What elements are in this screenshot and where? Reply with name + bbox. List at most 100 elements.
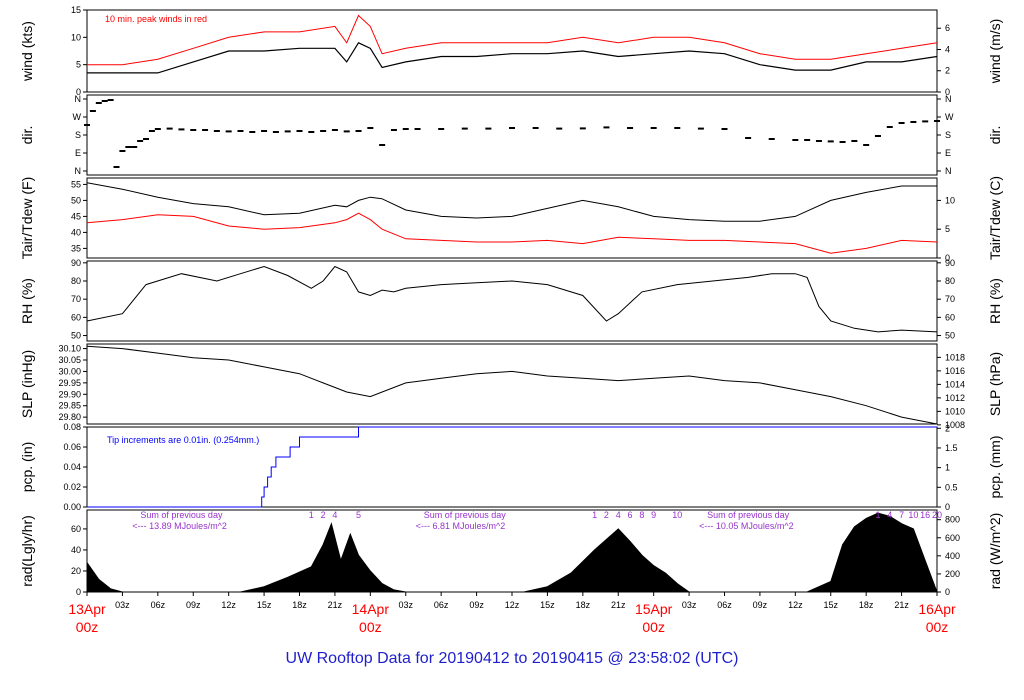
rad-hour-marker-0: 1 — [309, 510, 314, 520]
xtick-label-36: 12z — [505, 600, 520, 610]
dir-point-4 — [107, 99, 114, 101]
rad-annotation-line1-0: Sum of previous day — [140, 510, 223, 520]
ylabel-left-pcp: pcp. (in) — [19, 442, 35, 493]
ytick-label-left-dir-0: N — [75, 166, 82, 176]
wind-speed-line — [87, 42, 938, 74]
dir-point-11 — [148, 130, 155, 132]
dir-point-3 — [101, 100, 108, 102]
ytick-label-left-pcp-4: 0.08 — [63, 422, 81, 432]
dir-point-51 — [804, 139, 811, 141]
xtick-label-6: 06z — [151, 600, 166, 610]
ytick-label-right-rad-1: 200 — [945, 569, 960, 579]
dir-point-41 — [579, 127, 586, 130]
ytick-label-left-rh-4: 90 — [71, 258, 81, 268]
ytick-label-right-pcp-1: 0.5 — [945, 482, 958, 492]
ytick-label-right-dir-0: N — [945, 166, 952, 176]
ylabel-right-pcp: pcp. (mm) — [987, 436, 1003, 499]
dir-point-16 — [202, 129, 209, 131]
ytick-label-right-pcp-4: 2 — [945, 423, 950, 433]
rad-hour-marker-1: 2 — [321, 510, 326, 520]
ytick-label-left-slp-6: 30.10 — [58, 344, 81, 354]
ylabel-right-wind: wind (m/s) — [987, 19, 1003, 85]
rad-hour-marker-9: 9 — [651, 510, 656, 520]
dir-point-22 — [272, 131, 279, 133]
dir-point-29 — [355, 130, 362, 132]
dir-point-42 — [603, 126, 610, 129]
ytick-label-right-slp-0: 1008 — [945, 420, 965, 430]
xtick-label-12: 12z — [221, 600, 236, 610]
panel-frame-temp — [86, 177, 938, 259]
rad-annotation-line2-2: <--- 10.05 MJoules/m^2 — [699, 521, 794, 531]
xtick-label-30: 06z — [434, 600, 449, 610]
dir-point-38 — [509, 127, 515, 129]
dir-point-17 — [213, 130, 220, 132]
ytick-label-left-temp-4: 55 — [71, 179, 81, 189]
dir-point-8 — [131, 146, 138, 148]
dir-point-27 — [331, 129, 338, 131]
xtick-label-60: 12z — [788, 600, 803, 610]
ytick-label-left-rh-0: 50 — [71, 331, 81, 341]
ytick-label-left-slp-3: 29.95 — [58, 378, 81, 388]
ytick-label-left-dir-4: N — [75, 94, 82, 104]
panel-frame-slp — [86, 343, 938, 425]
ytick-label-right-pcp-0: 0 — [945, 502, 950, 512]
day-label-time-3: 00z — [926, 619, 949, 635]
ytick-label-right-rh-0: 50 — [945, 331, 955, 341]
dir-point-10 — [143, 138, 150, 140]
xtick-label-21: 21z — [328, 600, 343, 610]
ytick-label-right-temp-2: 10 — [945, 195, 955, 205]
dir-point-40 — [556, 127, 563, 130]
dir-point-53 — [827, 140, 834, 143]
dir-point-2 — [95, 102, 102, 104]
ytick-label-left-rh-1: 60 — [71, 312, 81, 322]
dir-point-33 — [402, 128, 409, 130]
ytick-label-left-temp-3: 50 — [71, 195, 81, 205]
ytick-label-right-slp-2: 1012 — [945, 393, 965, 403]
panel-frame-wind — [86, 9, 938, 93]
panel-frame-rh — [86, 260, 938, 342]
wind-annotation: 10 min. peak winds in red — [105, 14, 207, 24]
dir-point-48 — [745, 137, 752, 139]
rad-annotation-line2-0: <--- 13.89 MJoules/m^2 — [132, 521, 227, 531]
rad-hour-marker-3: 5 — [356, 510, 361, 520]
ytick-label-left-rad-1: 20 — [71, 566, 81, 576]
xtick-label-39: 15z — [540, 600, 555, 610]
dir-point-9 — [137, 140, 144, 142]
dir-point-37 — [485, 127, 492, 130]
dir-point-47 — [721, 128, 728, 130]
ytick-label-right-slp-3: 1014 — [945, 379, 965, 389]
dir-point-1 — [89, 110, 96, 112]
wind-peak-line — [87, 14, 938, 66]
dir-point-13 — [166, 127, 173, 130]
ytick-label-right-pcp-2: 1 — [945, 463, 950, 473]
rad-annotation-line2-1: <--- 6.81 MJoules/m^2 — [416, 521, 506, 531]
dir-point-15 — [190, 129, 197, 131]
ytick-label-right-temp-0: 0 — [945, 253, 950, 263]
ytick-label-left-temp-0: 35 — [71, 243, 81, 253]
dir-point-12 — [154, 128, 161, 130]
dir-point-7 — [125, 146, 132, 148]
dir-point-39 — [532, 127, 539, 129]
ytick-label-left-slp-0: 29.80 — [58, 412, 81, 422]
radiation-area — [86, 512, 938, 593]
ytick-label-right-slp-4: 1016 — [945, 366, 965, 376]
rad-hour-marker-2: 4 — [332, 510, 337, 520]
ytick-label-left-temp-2: 45 — [71, 211, 81, 221]
ytick-label-right-dir-4: N — [945, 94, 952, 104]
ytick-label-right-dir-1: E — [945, 148, 951, 158]
xtick-label-66: 18z — [859, 600, 874, 610]
dir-point-44 — [650, 127, 657, 129]
ytick-label-right-rad-0: 0 — [945, 587, 950, 597]
ytick-label-left-pcp-3: 0.06 — [63, 442, 81, 452]
dir-point-45 — [674, 127, 681, 129]
ytick-label-left-temp-1: 40 — [71, 227, 81, 237]
xtick-label-3: 03z — [115, 600, 130, 610]
ytick-label-right-pcp-3: 1.5 — [945, 443, 958, 453]
dir-point-46 — [697, 127, 704, 130]
dir-point-36 — [461, 127, 468, 130]
xtick-label-57: 09z — [753, 600, 768, 610]
ytick-label-left-pcp-0: 0.00 — [63, 502, 81, 512]
ytick-label-left-rad-2: 40 — [71, 545, 81, 555]
rad-hour-marker-14: 10 — [908, 510, 918, 520]
rad-hour-marker-11: 1 — [875, 510, 880, 520]
